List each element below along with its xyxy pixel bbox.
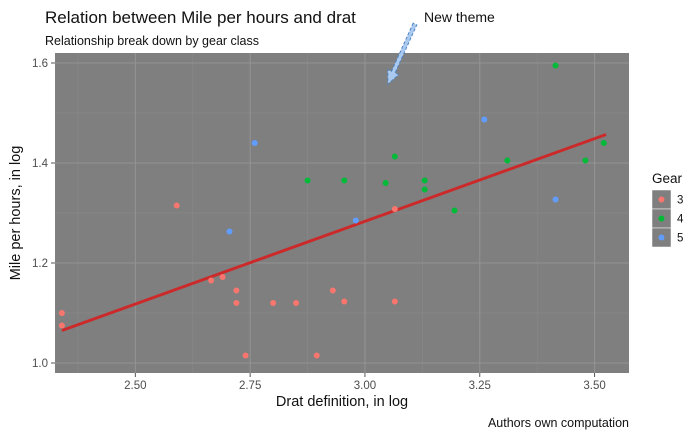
chart-caption: Authors own computation bbox=[488, 416, 629, 430]
point-gear-4 bbox=[391, 153, 398, 160]
point-gear-5 bbox=[481, 116, 488, 123]
point-gear-3 bbox=[173, 202, 180, 209]
point-gear-3 bbox=[293, 300, 300, 306]
chart-subtitle: Relationship break down by gear class bbox=[45, 34, 259, 48]
point-gear-4 bbox=[421, 177, 428, 184]
x-tick-label: 2.75 bbox=[239, 380, 261, 392]
point-gear-3 bbox=[208, 277, 215, 284]
point-gear-5 bbox=[552, 196, 559, 203]
y-tick-label: 1.4 bbox=[32, 158, 49, 170]
x-axis-ticks: 2.50 2.75 3.00 3.25 3.50 bbox=[124, 373, 606, 392]
point-gear-5 bbox=[251, 140, 258, 146]
annotation-arrow bbox=[387, 22, 418, 86]
point-gear-3 bbox=[58, 322, 65, 329]
trend-line bbox=[61, 133, 607, 332]
x-tick-label: 3.00 bbox=[354, 380, 376, 392]
grid-lines bbox=[55, 53, 629, 373]
y-tick-label: 1.6 bbox=[32, 58, 48, 70]
y-tick-label: 1.2 bbox=[32, 258, 48, 270]
point-gear-3 bbox=[58, 310, 65, 316]
legend-swatch-4 bbox=[658, 215, 665, 222]
point-gear-4 bbox=[552, 62, 559, 69]
point-gear-4 bbox=[304, 177, 311, 184]
point-gear-4 bbox=[421, 186, 428, 193]
legend-title: Gear bbox=[652, 171, 683, 186]
point-gear-3 bbox=[242, 352, 249, 359]
point-gear-4 bbox=[382, 180, 389, 186]
y-axis-ticks: 1.0 1.2 1.4 1.6 bbox=[32, 58, 55, 370]
point-gear-3 bbox=[233, 287, 240, 294]
point-gear-3 bbox=[270, 300, 277, 306]
point-gear-4 bbox=[600, 140, 607, 146]
legend: Gear 3 4 5 bbox=[651, 171, 684, 248]
point-gear-4 bbox=[341, 177, 348, 184]
point-gear-3 bbox=[391, 206, 398, 212]
point-gear-4 bbox=[582, 157, 589, 164]
x-axis-title: Drat definition, in log bbox=[276, 394, 408, 410]
point-gear-4 bbox=[451, 207, 458, 214]
annotation: New theme bbox=[387, 9, 495, 86]
point-gear-3 bbox=[313, 352, 320, 359]
x-tick-label: 3.50 bbox=[583, 380, 605, 392]
point-gear-5 bbox=[352, 217, 359, 224]
legend-label-3: 3 bbox=[677, 195, 683, 207]
point-gear-4 bbox=[504, 157, 511, 164]
chart-title: Relation between Mile per hours and drat bbox=[45, 8, 356, 27]
point-gear-3 bbox=[219, 274, 226, 280]
point-gear-3 bbox=[233, 300, 240, 306]
legend-label-5: 5 bbox=[677, 233, 683, 245]
point-gear-5 bbox=[226, 228, 233, 235]
data-points bbox=[58, 62, 607, 359]
x-tick-label: 3.25 bbox=[469, 380, 491, 392]
point-gear-3 bbox=[391, 298, 398, 305]
y-tick-label: 1.0 bbox=[32, 358, 48, 370]
trend-line-group bbox=[61, 133, 607, 332]
point-gear-3 bbox=[329, 287, 336, 294]
legend-swatch-3 bbox=[658, 196, 665, 203]
y-axis-title: Mile per hours, in log bbox=[8, 146, 24, 281]
legend-label-4: 4 bbox=[677, 214, 684, 226]
legend-swatch-5 bbox=[658, 234, 665, 241]
point-gear-3 bbox=[341, 298, 348, 305]
annotation-label: New theme bbox=[424, 9, 495, 25]
x-tick-label: 2.50 bbox=[124, 380, 146, 392]
